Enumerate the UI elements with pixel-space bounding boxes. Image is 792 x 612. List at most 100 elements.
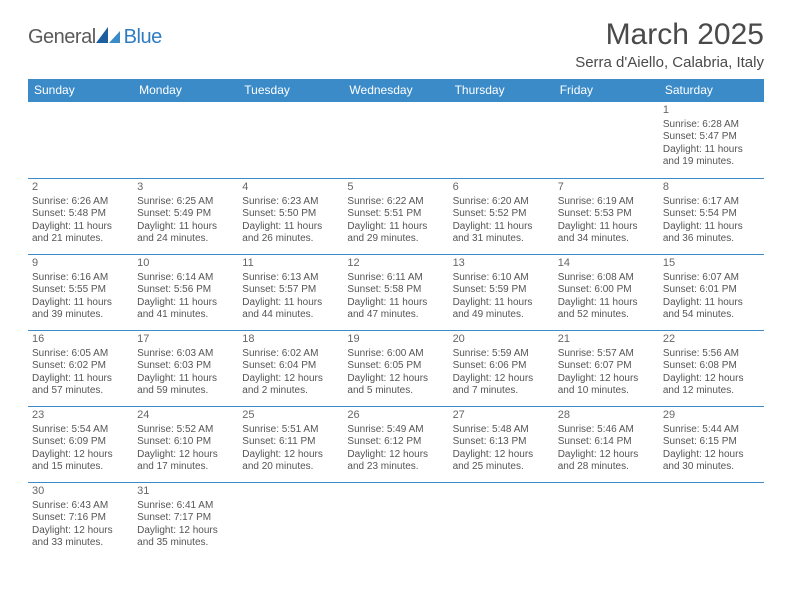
daylight-text: Daylight: 11 hours bbox=[137, 297, 234, 310]
sunrise-text: Sunrise: 6:07 AM bbox=[663, 272, 760, 285]
day-cell: 18Sunrise: 6:02 AMSunset: 6:04 PMDayligh… bbox=[238, 330, 343, 406]
day-number: 4 bbox=[242, 181, 339, 195]
daylight-text: Daylight: 11 hours bbox=[32, 297, 129, 310]
sunset-text: Sunset: 5:54 PM bbox=[663, 208, 760, 221]
empty-cell bbox=[238, 102, 343, 178]
day-cell: 19Sunrise: 6:00 AMSunset: 6:05 PMDayligh… bbox=[343, 330, 448, 406]
brand-sail-icon bbox=[96, 25, 122, 45]
daylight-text: and 33 minutes. bbox=[32, 537, 129, 550]
day-number: 15 bbox=[663, 257, 760, 271]
sunrise-text: Sunrise: 6:28 AM bbox=[663, 119, 760, 132]
sunrise-text: Sunrise: 5:49 AM bbox=[347, 424, 444, 437]
daylight-text: and 36 minutes. bbox=[663, 233, 760, 246]
empty-cell bbox=[238, 482, 343, 558]
day-number: 31 bbox=[137, 485, 234, 499]
sunset-text: Sunset: 6:05 PM bbox=[347, 360, 444, 373]
day-cell: 7Sunrise: 6:19 AMSunset: 5:53 PMDaylight… bbox=[554, 178, 659, 254]
sunrise-text: Sunrise: 5:46 AM bbox=[558, 424, 655, 437]
empty-cell bbox=[343, 102, 448, 178]
day-cell: 6Sunrise: 6:20 AMSunset: 5:52 PMDaylight… bbox=[449, 178, 554, 254]
day-number: 26 bbox=[347, 409, 444, 423]
daylight-text: and 39 minutes. bbox=[32, 309, 129, 322]
day-cell: 24Sunrise: 5:52 AMSunset: 6:10 PMDayligh… bbox=[133, 406, 238, 482]
sunrise-text: Sunrise: 6:20 AM bbox=[453, 196, 550, 209]
sunset-text: Sunset: 5:57 PM bbox=[242, 284, 339, 297]
daylight-text: Daylight: 12 hours bbox=[663, 449, 760, 462]
sunrise-text: Sunrise: 5:52 AM bbox=[137, 424, 234, 437]
day-number: 13 bbox=[453, 257, 550, 271]
daylight-text: Daylight: 11 hours bbox=[663, 221, 760, 234]
sunset-text: Sunset: 5:52 PM bbox=[453, 208, 550, 221]
day-number: 3 bbox=[137, 181, 234, 195]
sunset-text: Sunset: 5:47 PM bbox=[663, 131, 760, 144]
sunrise-text: Sunrise: 5:48 AM bbox=[453, 424, 550, 437]
weekday-label: Wednesday bbox=[343, 79, 448, 102]
sunset-text: Sunset: 5:56 PM bbox=[137, 284, 234, 297]
day-cell: 8Sunrise: 6:17 AMSunset: 5:54 PMDaylight… bbox=[659, 178, 764, 254]
daylight-text: and 54 minutes. bbox=[663, 309, 760, 322]
sunset-text: Sunset: 7:17 PM bbox=[137, 512, 234, 525]
day-number: 20 bbox=[453, 333, 550, 347]
daylight-text: Daylight: 11 hours bbox=[347, 297, 444, 310]
empty-cell bbox=[449, 102, 554, 178]
sunrise-text: Sunrise: 5:51 AM bbox=[242, 424, 339, 437]
sunrise-text: Sunrise: 6:00 AM bbox=[347, 348, 444, 361]
daylight-text: and 49 minutes. bbox=[453, 309, 550, 322]
daylight-text: Daylight: 11 hours bbox=[558, 297, 655, 310]
day-cell: 27Sunrise: 5:48 AMSunset: 6:13 PMDayligh… bbox=[449, 406, 554, 482]
sunrise-text: Sunrise: 6:13 AM bbox=[242, 272, 339, 285]
daylight-text: and 17 minutes. bbox=[137, 461, 234, 474]
day-number: 12 bbox=[347, 257, 444, 271]
day-cell: 23Sunrise: 5:54 AMSunset: 6:09 PMDayligh… bbox=[28, 406, 133, 482]
daylight-text: and 41 minutes. bbox=[137, 309, 234, 322]
day-number: 11 bbox=[242, 257, 339, 271]
sunrise-text: Sunrise: 6:25 AM bbox=[137, 196, 234, 209]
daylight-text: and 19 minutes. bbox=[663, 156, 760, 169]
daylight-text: Daylight: 12 hours bbox=[347, 373, 444, 386]
sunset-text: Sunset: 6:01 PM bbox=[663, 284, 760, 297]
day-number: 18 bbox=[242, 333, 339, 347]
day-cell: 31Sunrise: 6:41 AMSunset: 7:17 PMDayligh… bbox=[133, 482, 238, 558]
day-cell: 13Sunrise: 6:10 AMSunset: 5:59 PMDayligh… bbox=[449, 254, 554, 330]
sunset-text: Sunset: 5:51 PM bbox=[347, 208, 444, 221]
day-number: 10 bbox=[137, 257, 234, 271]
daylight-text: and 5 minutes. bbox=[347, 385, 444, 398]
daylight-text: Daylight: 12 hours bbox=[347, 449, 444, 462]
daylight-text: and 20 minutes. bbox=[242, 461, 339, 474]
day-number: 2 bbox=[32, 181, 129, 195]
brand-text-blue: Blue bbox=[124, 26, 162, 49]
daylight-text: and 26 minutes. bbox=[242, 233, 339, 246]
empty-cell bbox=[133, 102, 238, 178]
sunset-text: Sunset: 5:50 PM bbox=[242, 208, 339, 221]
sunset-text: Sunset: 5:55 PM bbox=[32, 284, 129, 297]
sunset-text: Sunset: 6:02 PM bbox=[32, 360, 129, 373]
location-subtitle: Serra d'Aiello, Calabria, Italy bbox=[575, 54, 764, 71]
sunrise-text: Sunrise: 5:57 AM bbox=[558, 348, 655, 361]
day-cell: 11Sunrise: 6:13 AMSunset: 5:57 PMDayligh… bbox=[238, 254, 343, 330]
sunset-text: Sunset: 6:13 PM bbox=[453, 436, 550, 449]
day-cell: 16Sunrise: 6:05 AMSunset: 6:02 PMDayligh… bbox=[28, 330, 133, 406]
sunset-text: Sunset: 6:06 PM bbox=[453, 360, 550, 373]
sunset-text: Sunset: 6:08 PM bbox=[663, 360, 760, 373]
weekday-label: Monday bbox=[133, 79, 238, 102]
sunset-text: Sunset: 6:14 PM bbox=[558, 436, 655, 449]
day-number: 28 bbox=[558, 409, 655, 423]
sunrise-text: Sunrise: 6:10 AM bbox=[453, 272, 550, 285]
empty-cell bbox=[659, 482, 764, 558]
sunrise-text: Sunrise: 5:59 AM bbox=[453, 348, 550, 361]
day-cell: 5Sunrise: 6:22 AMSunset: 5:51 PMDaylight… bbox=[343, 178, 448, 254]
daylight-text: Daylight: 12 hours bbox=[663, 373, 760, 386]
day-number: 6 bbox=[453, 181, 550, 195]
sunrise-text: Sunrise: 6:14 AM bbox=[137, 272, 234, 285]
sunrise-text: Sunrise: 6:22 AM bbox=[347, 196, 444, 209]
sunrise-text: Sunrise: 6:26 AM bbox=[32, 196, 129, 209]
day-number: 30 bbox=[32, 485, 129, 499]
day-number: 21 bbox=[558, 333, 655, 347]
daylight-text: and 25 minutes. bbox=[453, 461, 550, 474]
page-title: March 2025 bbox=[575, 18, 764, 52]
sunrise-text: Sunrise: 5:56 AM bbox=[663, 348, 760, 361]
empty-cell bbox=[449, 482, 554, 558]
daylight-text: Daylight: 12 hours bbox=[242, 449, 339, 462]
day-cell: 4Sunrise: 6:23 AMSunset: 5:50 PMDaylight… bbox=[238, 178, 343, 254]
sunrise-text: Sunrise: 5:54 AM bbox=[32, 424, 129, 437]
